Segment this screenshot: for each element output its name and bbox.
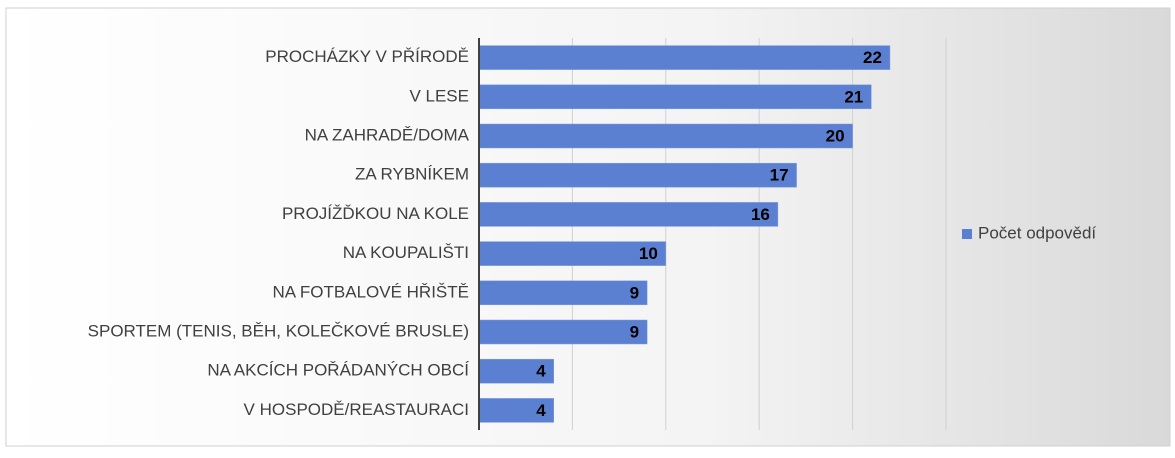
bar <box>478 202 779 227</box>
y-tick-label: NA FOTBALOVÉ HŘIŠTĚ <box>273 282 470 301</box>
bar <box>478 319 648 345</box>
bar <box>478 398 554 423</box>
y-tick-label: V HOSPODĚ/REASTAURACI <box>244 400 469 419</box>
legend-label: Počet odpovědí <box>978 223 1096 242</box>
data-label: 21 <box>844 87 863 106</box>
bar <box>478 162 797 188</box>
bar <box>478 84 872 110</box>
y-tick-label: V LESE <box>409 86 469 105</box>
y-tick-label: NA AKCÍCH POŘÁDANÝCH OBCÍ <box>207 361 469 380</box>
y-tick-label: PROJÍŽĎKOU NA KOLE <box>282 204 469 223</box>
data-label: 9 <box>630 283 639 302</box>
data-label: 22 <box>863 48 882 67</box>
y-tick-label: NA KOUPALIŠTI <box>343 243 469 262</box>
y-tick-label: PROCHÁZKY V PŘÍRODĚ <box>265 47 469 66</box>
chart-background <box>5 7 1171 447</box>
bar <box>478 280 648 306</box>
bar <box>478 123 853 149</box>
bar <box>478 241 667 266</box>
y-tick-label: ZA RYBNÍKEM <box>355 165 469 184</box>
legend-swatch <box>962 229 972 239</box>
bar <box>478 45 891 70</box>
data-label: 9 <box>630 322 639 341</box>
data-label: 4 <box>536 401 546 420</box>
data-label: 16 <box>751 205 770 224</box>
y-tick-label: SPORTEM (TENIS, BĚH, KOLEČKOVÉ BRUSLE) <box>88 321 469 340</box>
data-label: 17 <box>770 166 789 185</box>
data-label: 20 <box>826 126 845 145</box>
data-label: 4 <box>536 362 546 381</box>
data-label: 10 <box>639 244 658 263</box>
y-tick-label: NA ZAHRADĚ/DOMA <box>305 125 470 144</box>
